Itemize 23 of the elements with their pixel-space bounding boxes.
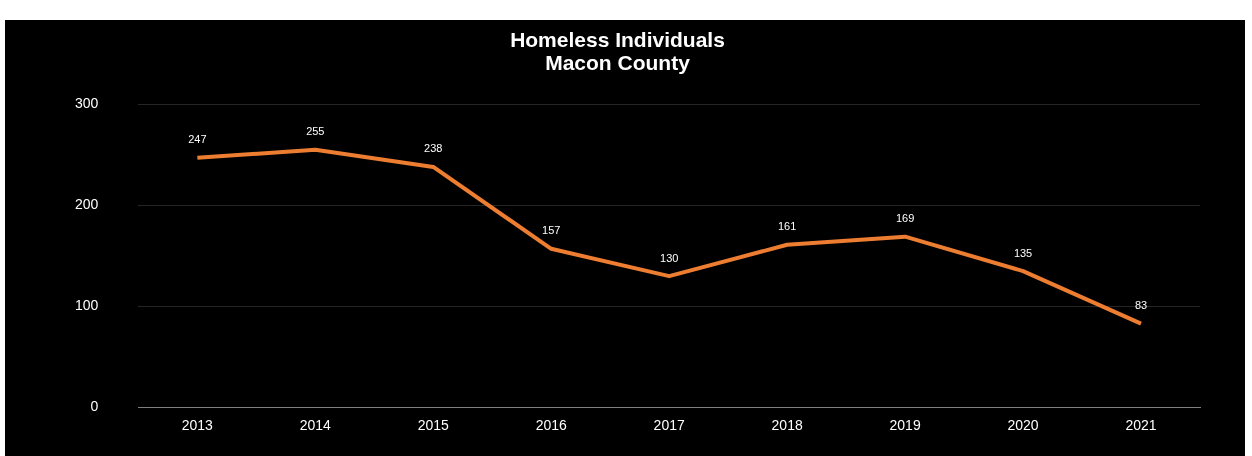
x-tick-label: 2018 — [771, 416, 803, 433]
y-tick-label: 100 — [75, 297, 99, 314]
data-label: 157 — [542, 224, 561, 237]
x-tick-label: 2015 — [417, 416, 450, 433]
data-label: 83 — [1134, 299, 1148, 312]
x-tick-label: 2017 — [653, 416, 685, 433]
x-tick-label: 2013 — [181, 416, 214, 433]
x-tick-label: 2020 — [1007, 416, 1039, 433]
y-tick-label: 300 — [75, 95, 99, 112]
x-tick-label: 2014 — [299, 416, 332, 433]
x-tick-label: 2019 — [889, 416, 921, 433]
data-label: 169 — [895, 212, 915, 225]
chart-title: Homeless Individuals Macon County — [510, 28, 725, 75]
data-label: 135 — [1013, 246, 1033, 259]
data-label: 161 — [777, 220, 797, 233]
y-tick-label: 200 — [75, 196, 99, 213]
x-tick-label: 2016 — [535, 416, 567, 433]
x-tick-label: 2021 — [1125, 416, 1157, 433]
data-label: 247 — [188, 133, 207, 146]
data-label: 130 — [660, 251, 679, 264]
y-tick-label: 0 — [90, 398, 99, 415]
data-label: 238 — [424, 142, 443, 155]
data-label: 255 — [306, 125, 325, 138]
